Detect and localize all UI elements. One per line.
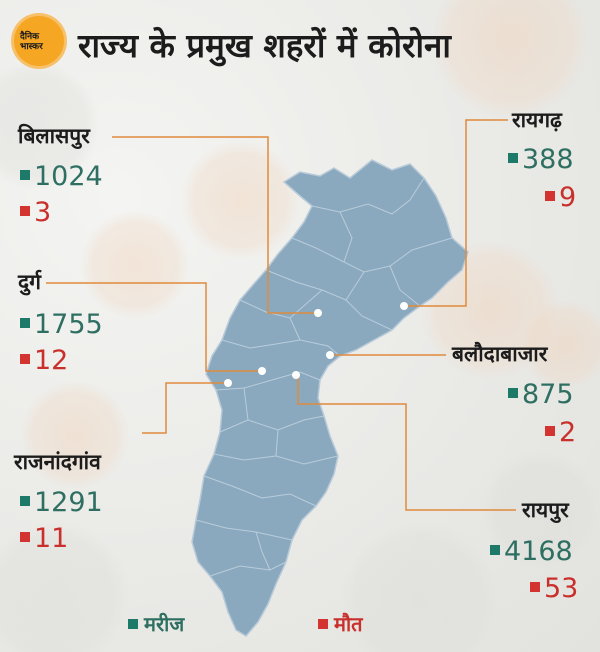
- deaths-baloda-bazar: 2: [545, 418, 576, 448]
- marker-rajnandgaon: [224, 379, 232, 387]
- deaths-square-icon: [545, 425, 555, 436]
- legend-deaths-label: मौत: [334, 612, 363, 636]
- patients-bilaspur: 1024: [20, 162, 103, 192]
- patients-value: 1755: [34, 309, 103, 340]
- leader-raigarh: [404, 119, 508, 307]
- deaths-value: 11: [34, 523, 69, 554]
- patients-square-icon: [20, 495, 30, 506]
- deaths-square-icon: [530, 581, 540, 592]
- deaths-value: 3: [34, 197, 52, 228]
- patients-raipur: 4168: [490, 537, 573, 567]
- deaths-value: 9: [559, 182, 577, 213]
- patients-square-icon: [490, 544, 500, 555]
- dainik-bhaskar-logo: [14, 16, 64, 66]
- city-label-durg: दुर्ग: [18, 270, 41, 294]
- virus-decoration: [520, 300, 600, 390]
- city-label-raigarh: रायगढ़: [512, 108, 562, 132]
- deaths-square-icon: [20, 353, 30, 364]
- virus-decoration: [180, 140, 300, 260]
- legend-deaths: मौत: [318, 610, 363, 637]
- patients-baloda-bazar: 875: [508, 380, 574, 410]
- deaths-bilaspur: 3: [20, 198, 51, 228]
- patients-square-icon: [508, 387, 518, 398]
- district-borders: [195, 177, 453, 577]
- city-label-raipur: रायपुर: [522, 498, 569, 522]
- page-title: राज्य के प्रमुख शहरों में कोरोना: [78, 26, 451, 65]
- city-markers: [224, 302, 408, 387]
- deaths-durg: 12: [20, 346, 68, 376]
- deaths-square-icon: [20, 531, 30, 542]
- patients-value: 875: [522, 379, 574, 410]
- patients-durg: 1755: [20, 310, 103, 340]
- virus-decoration: [0, 60, 100, 190]
- deaths-rajnandgaon: 11: [20, 524, 68, 554]
- deaths-square-icon: [545, 190, 555, 201]
- deaths-square-icon: [318, 618, 328, 629]
- patients-square-icon: [20, 317, 30, 328]
- city-label-rajnandgaon: राजनांदगांव: [14, 450, 101, 474]
- patients-value: 1024: [34, 161, 103, 192]
- patients-square-icon: [20, 169, 30, 180]
- deaths-raipur: 53: [530, 574, 578, 604]
- city-label-baloda-bazar: बलौदाबाजार: [452, 342, 548, 366]
- marker-baloda-bazar: [326, 351, 334, 359]
- virus-decoration: [340, 520, 500, 652]
- leader-bilaspur: [112, 136, 318, 314]
- deaths-value: 12: [34, 345, 69, 376]
- patients-square-icon: [128, 618, 138, 629]
- patients-value: 388: [522, 144, 574, 175]
- patients-rajnandgaon: 1291: [20, 488, 103, 518]
- logo-text: दैनिक भास्कर: [20, 32, 43, 52]
- marker-raipur: [292, 371, 300, 379]
- marker-durg: [258, 367, 266, 375]
- leader-raipur: [297, 375, 516, 511]
- deaths-value: 2: [559, 417, 577, 448]
- patients-square-icon: [508, 152, 518, 163]
- patients-raigarh: 388: [508, 145, 574, 175]
- marker-bilaspur: [314, 309, 322, 317]
- deaths-square-icon: [20, 205, 30, 216]
- deaths-raigarh: 9: [545, 183, 576, 213]
- state-outline: [191, 159, 469, 637]
- virus-decoration: [80, 210, 190, 320]
- city-label-bilaspur: बिलासपुर: [18, 124, 90, 148]
- virus-decoration: [20, 380, 130, 490]
- marker-raigarh: [400, 302, 408, 310]
- deaths-value: 53: [544, 573, 579, 604]
- virus-decoration: [0, 520, 130, 652]
- leader-durg: [46, 282, 262, 372]
- patients-value: 4168: [504, 536, 573, 567]
- legend-patients-label: मरीज: [144, 612, 185, 636]
- legend-patients: मरीज: [128, 610, 184, 637]
- leader-lines: [46, 119, 516, 511]
- leader-rajnandgaon: [142, 382, 228, 434]
- patients-value: 1291: [34, 487, 103, 518]
